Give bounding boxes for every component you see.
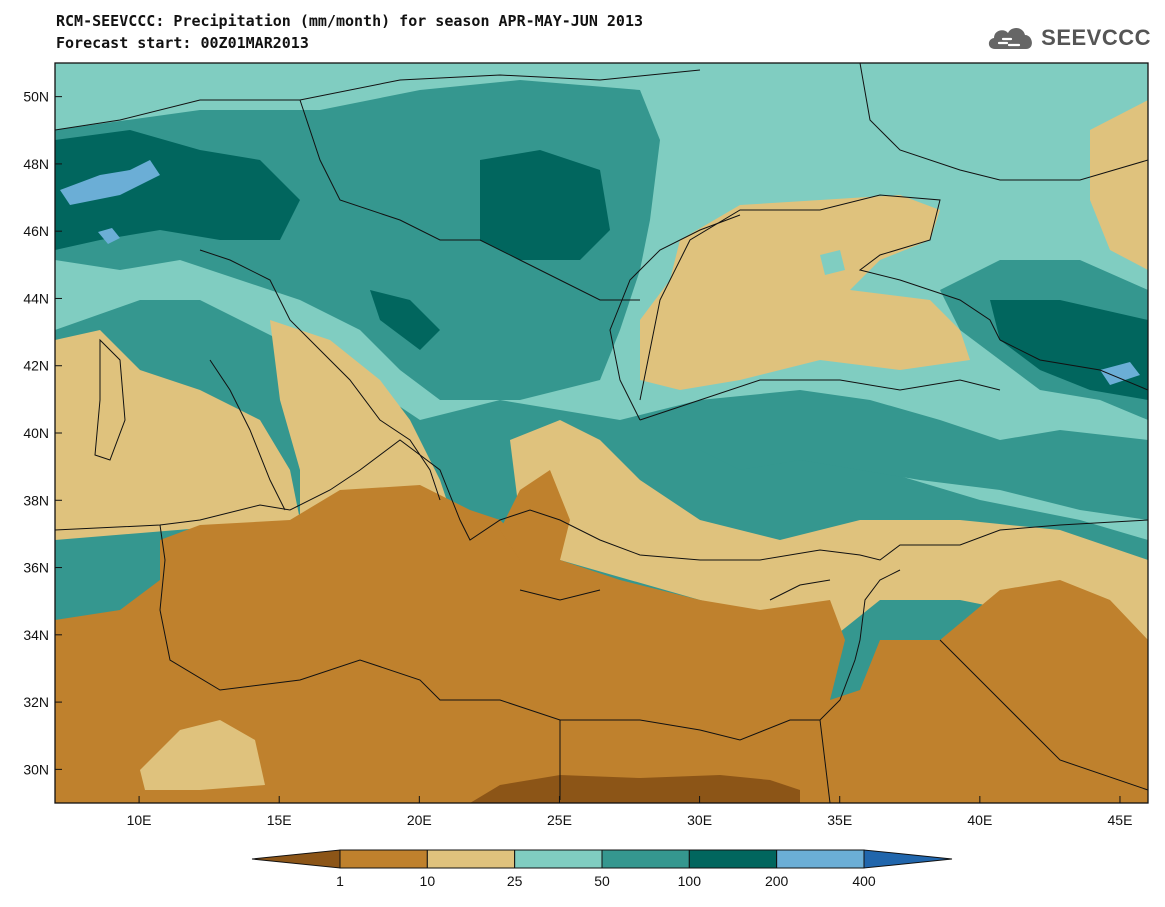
field-200-400-caucasus	[1100, 362, 1140, 385]
cloud-icon	[989, 27, 1033, 49]
lon-tick-label: 35E	[827, 812, 852, 828]
lon-tick-label: 45E	[1108, 812, 1133, 828]
field-200-400-alps	[60, 160, 160, 205]
lat-tick-label: 48N	[23, 156, 49, 172]
field-100-200-dinarides	[370, 290, 440, 350]
logo-text: SEEVCCC	[1041, 25, 1151, 50]
field-25-50-black-sea-spot	[820, 250, 845, 275]
coastlines	[55, 63, 1148, 803]
legend-label: 25	[507, 873, 523, 889]
lat-tick-label: 32N	[23, 694, 49, 710]
lon-tick-label: 10E	[127, 812, 152, 828]
lat-tick-label: 36N	[23, 560, 49, 576]
legend-swatch	[601, 849, 690, 869]
precipitation-field	[55, 63, 1148, 803]
legend-swatch	[514, 849, 603, 869]
lat-tick-label: 30N	[23, 761, 49, 777]
legend-label: 100	[678, 873, 702, 889]
field-100-200-carpathians	[480, 150, 610, 260]
lat-tick-label: 34N	[23, 627, 49, 643]
map-title: RCM-SEEVCCC: Precipitation (mm/month) fo…	[56, 12, 643, 30]
lat-tick-label: 44N	[23, 290, 49, 306]
seevccc-logo: SEEVCCC	[985, 20, 1151, 56]
legend-label: 10	[420, 873, 436, 889]
lat-tick-label: 38N	[23, 492, 49, 508]
field-10-25-west-med	[55, 330, 300, 540]
legend-swatch	[426, 849, 516, 869]
lat-tick-label: 46N	[23, 223, 49, 239]
field-200-400-spot	[98, 228, 120, 244]
lon-tick-label: 15E	[267, 812, 292, 828]
legend-label: 200	[765, 873, 789, 889]
lon-tick-label: 25E	[547, 812, 572, 828]
legend-label: 1	[336, 873, 344, 889]
field-50-100-anatolia	[700, 390, 1148, 520]
field-10-25-black-sea	[640, 195, 970, 390]
lat-tick-label: 50N	[23, 89, 49, 105]
lat-tick-label: 42N	[23, 358, 49, 374]
field-below-1-egypt	[470, 775, 800, 803]
lon-tick-label: 40E	[967, 812, 992, 828]
forecast-start-label: Forecast start: 00Z01MAR2013	[56, 34, 309, 52]
legend-swatch-max	[863, 849, 953, 869]
field-100-200-alps	[55, 130, 300, 250]
longitude-axis: 10E 15E 20E 25E 30E 35E 40E 45E	[127, 796, 1133, 828]
field-1-10-aegean	[500, 470, 570, 560]
legend-label: 50	[594, 873, 610, 889]
legend-swatch-min	[251, 849, 341, 869]
field-10-25-central-med	[270, 320, 1148, 640]
lat-tick-label: 40N	[23, 425, 49, 441]
lon-tick-label: 30E	[687, 812, 712, 828]
lon-tick-label: 20E	[407, 812, 432, 828]
field-10-25-northeast	[1090, 100, 1148, 270]
field-1-10-north-africa	[55, 485, 1148, 803]
legend-swatch	[688, 849, 778, 869]
legend-label: 400	[852, 873, 876, 889]
legend-swatch	[776, 849, 865, 869]
color-legend: 1 10 25 50 100 200 400	[251, 849, 953, 889]
field-10-25-libya	[140, 720, 265, 790]
legend-swatch	[339, 849, 428, 869]
latitude-axis: 30N 32N 34N 36N 38N 40N 42N 44N 46N 48N 50N	[23, 89, 62, 777]
